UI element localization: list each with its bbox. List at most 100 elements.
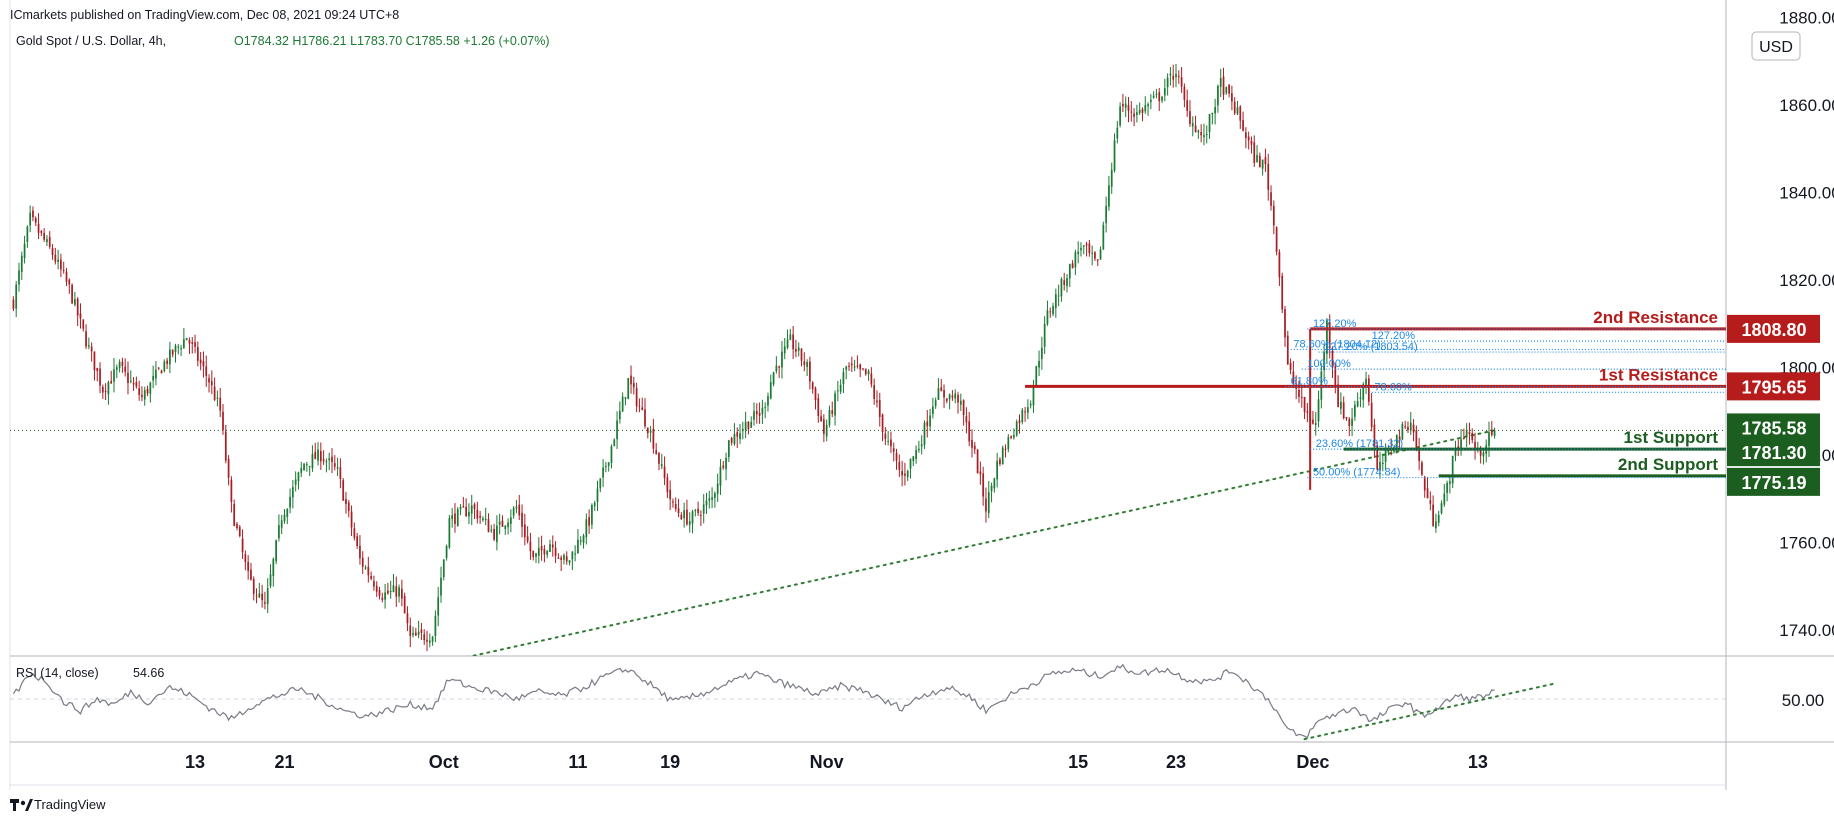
candle — [1264, 148, 1267, 172]
candle-body — [437, 597, 440, 616]
candle-body — [141, 394, 143, 398]
candle-body — [1362, 384, 1365, 400]
candle — [543, 544, 546, 563]
candle-body — [1231, 93, 1233, 102]
candle — [574, 545, 577, 562]
candle-body — [26, 226, 29, 242]
candle-body — [1122, 103, 1124, 107]
candle — [828, 405, 831, 428]
candle-body — [660, 464, 663, 467]
candle-body — [1423, 476, 1426, 491]
candle-body — [649, 430, 652, 433]
candle — [303, 462, 305, 471]
candle-body — [286, 509, 289, 517]
rsi-trendline — [1303, 682, 1558, 741]
candle — [621, 392, 624, 412]
tag-last-price: 1785.58 — [1727, 413, 1820, 442]
candle-body — [305, 464, 308, 466]
candle-body — [60, 259, 62, 270]
candle — [482, 516, 484, 522]
candle-body — [398, 587, 400, 597]
candle — [1250, 136, 1253, 154]
candle-body — [169, 349, 171, 365]
tag-1st-support-box — [1727, 438, 1820, 467]
candle-body — [96, 367, 99, 372]
candle — [420, 622, 423, 640]
candle-body — [292, 487, 294, 498]
candle-body — [1331, 350, 1334, 368]
candle — [208, 374, 210, 393]
candle-body — [1435, 521, 1437, 529]
level-label-3: 2nd Support — [1618, 455, 1718, 474]
candle-body — [1040, 347, 1043, 359]
candle — [400, 579, 403, 607]
candle — [585, 513, 588, 545]
candle-body — [898, 461, 901, 470]
candle-body — [1228, 84, 1230, 94]
candle-body — [797, 347, 800, 351]
candle-body — [582, 535, 585, 543]
candle-body — [1264, 157, 1267, 165]
candle-body — [632, 383, 635, 388]
candle — [465, 498, 468, 517]
candle-body — [669, 489, 672, 500]
candle-body — [65, 271, 68, 282]
candle-body — [1038, 360, 1040, 368]
candle — [224, 424, 227, 464]
candle — [132, 377, 135, 391]
candle-body — [839, 384, 842, 392]
candle-body — [1317, 399, 1320, 422]
candle-body — [440, 577, 442, 596]
candle-body — [1289, 362, 1292, 370]
candle — [937, 378, 940, 401]
candle-body — [876, 400, 878, 403]
candles-layer — [12, 63, 1496, 652]
candle — [618, 401, 621, 424]
candle-body — [1454, 447, 1457, 456]
candle — [1122, 93, 1124, 113]
candle — [1247, 131, 1250, 150]
candle-body — [1001, 447, 1004, 465]
candle-body — [275, 540, 277, 562]
candle-body — [1395, 434, 1398, 450]
candle — [1443, 483, 1446, 507]
candle-body — [1239, 106, 1242, 121]
candle-body — [135, 382, 138, 387]
candle — [1085, 241, 1088, 257]
candle-body — [107, 381, 110, 395]
candle — [328, 452, 331, 471]
candle-body — [1348, 418, 1351, 427]
candle — [565, 551, 568, 565]
candle — [294, 471, 297, 492]
candle-body — [470, 505, 473, 514]
candle-body — [1108, 185, 1110, 207]
candle-body — [1415, 430, 1418, 451]
candle-body — [409, 625, 412, 636]
candle — [906, 469, 909, 482]
candle — [781, 340, 783, 379]
candle — [1208, 113, 1211, 139]
candle-body — [395, 586, 398, 597]
candle-body — [836, 390, 839, 392]
candle — [1239, 105, 1242, 129]
candle — [456, 507, 459, 527]
candle-body — [733, 433, 736, 444]
candle — [532, 550, 535, 561]
candle — [20, 251, 23, 280]
candle — [1421, 460, 1423, 477]
candle — [1029, 400, 1032, 409]
candle — [496, 515, 498, 551]
candle-body — [563, 555, 565, 560]
candle-body — [138, 388, 141, 395]
candle-body — [845, 366, 848, 370]
candle-body — [931, 406, 934, 414]
candle-body — [778, 366, 781, 368]
candle — [549, 539, 551, 553]
currency-button[interactable] — [1751, 31, 1801, 61]
candle — [1437, 510, 1440, 527]
candle — [1217, 84, 1219, 113]
candle-body — [705, 500, 708, 506]
candle-body — [339, 467, 342, 479]
candle — [1060, 277, 1063, 302]
